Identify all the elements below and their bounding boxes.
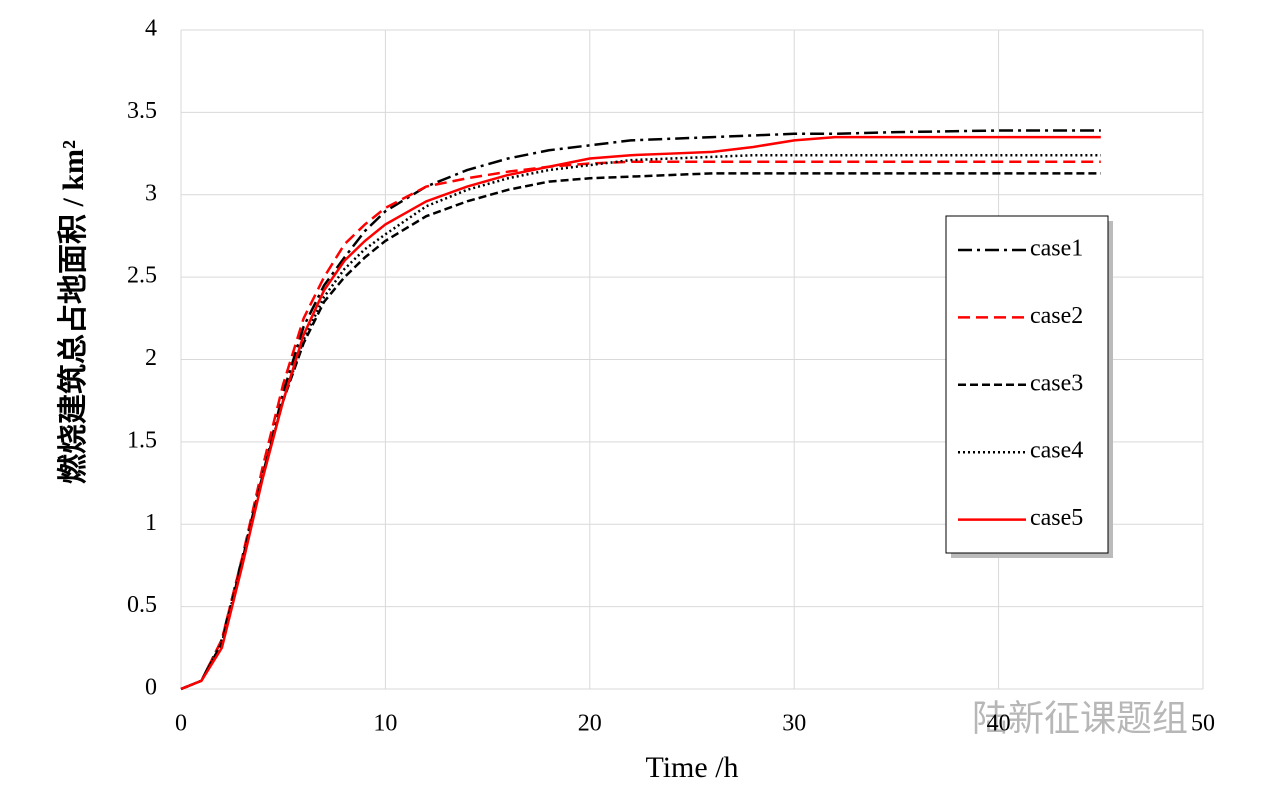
legend-label: case4 <box>1030 438 1083 464</box>
y-tick-label: 2.5 <box>127 263 157 289</box>
legend-label: case5 <box>1030 505 1083 531</box>
y-tick-label: 0 <box>145 675 157 701</box>
x-tick-label: 50 <box>1191 711 1215 737</box>
legend-label: case2 <box>1030 303 1083 329</box>
y-tick-label: 0.5 <box>127 592 157 618</box>
y-tick-label: 3 <box>145 180 157 206</box>
y-tick-label: 1 <box>145 510 157 536</box>
y-tick-label: 3.5 <box>127 98 157 124</box>
watermark: 陆新征课题组 <box>972 698 1188 738</box>
y-tick-label: 4 <box>145 16 157 42</box>
series-line <box>180 172 1101 691</box>
y-tick-label: 2 <box>145 345 157 371</box>
x-tick-label: 20 <box>578 711 602 737</box>
legend-label: case1 <box>1030 236 1083 262</box>
plot: 00.511.522.533.540 10 20 30 40 50case1case2ca… <box>127 16 1215 737</box>
y-axis-label: 燃烧建筑总占地面积 / km² <box>56 140 90 484</box>
x-tick-label: 30 <box>782 711 806 737</box>
series-line <box>180 160 1101 691</box>
series-line <box>180 135 1101 691</box>
x-tick-label: 40 <box>987 711 1011 737</box>
x-tick-label: 0 <box>175 711 187 737</box>
x-tick-label: 10 <box>373 711 397 737</box>
y-tick-label: 1.5 <box>127 427 157 453</box>
x-axis-label: Time /h <box>645 751 738 784</box>
legend-label: case3 <box>1030 370 1083 396</box>
